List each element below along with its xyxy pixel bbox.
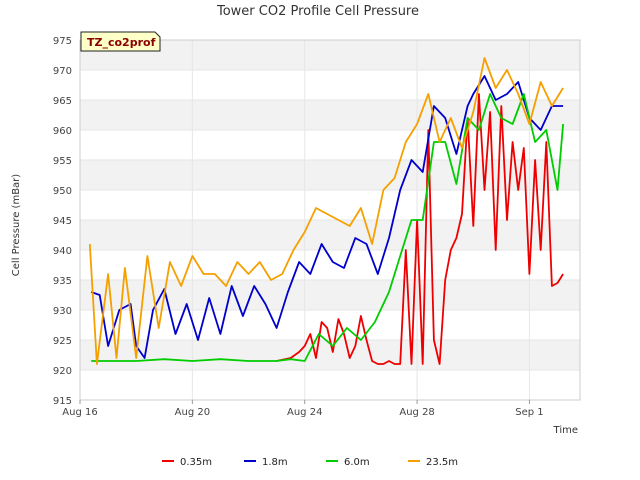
x-tick-label: Aug 28: [399, 407, 434, 418]
x-tick-label: Aug 20: [175, 407, 210, 418]
legend: 0.35m 1.8m 6.0m 23.5m: [162, 457, 458, 468]
y-tick-label: 960: [53, 126, 72, 137]
x-tick-label: Aug 16: [62, 407, 97, 418]
badge-label: TZ_co2prof: [87, 36, 156, 49]
y-tick-label: 950: [53, 186, 72, 197]
badge-box: [80, 31, 161, 52]
y-tick-label: 935: [53, 276, 72, 287]
y-tick-label: 925: [53, 336, 72, 347]
y-tick-label: 940: [53, 246, 72, 257]
y-tick-label: 920: [53, 366, 72, 377]
chart-title: Tower CO2 Profile Cell Pressure: [216, 4, 419, 19]
plot-frame: [79, 39, 581, 401]
legend-label: 23.5m: [426, 457, 458, 468]
y-axis-ticks: 915 920 925 930 935 940 945 950 955 960 965 970 975: [53, 36, 72, 407]
legend-label: 1.8m: [262, 457, 288, 468]
plot-band: [80, 100, 580, 130]
x-axis-title: Time: [553, 425, 578, 436]
y-axis-title: Cell Pressure (mBar): [11, 174, 22, 276]
y-tick-label: 965: [53, 96, 72, 107]
series-line-23.5m: [88, 57, 564, 365]
plot-band: [80, 40, 580, 70]
series-line-0.35m: [276, 93, 564, 365]
plot-band: [80, 130, 580, 160]
plot-band: [80, 340, 580, 370]
y-tick-label: 915: [53, 396, 72, 407]
series-lines: [88, 57, 564, 365]
tower-badge: TZ_co2prof: [80, 31, 161, 52]
plot-band: [80, 220, 580, 250]
series-line-1.8m: [90, 75, 564, 359]
x-tick-label: Sep 1: [515, 407, 543, 418]
plot-band: [80, 160, 580, 190]
x-axis-ticks: Aug 16 Aug 20 Aug 24 Aug 28 Sep 1: [62, 400, 544, 418]
plot-bands: [79, 39, 580, 401]
x-tick-label: Aug 24: [287, 407, 322, 418]
y-tick-label: 945: [53, 216, 72, 227]
series-line-6.0m: [91, 93, 564, 362]
y-tick-label: 930: [53, 306, 72, 317]
y-tick-label: 955: [53, 156, 72, 167]
plot-band: [80, 250, 580, 280]
legend-label: 6.0m: [344, 457, 370, 468]
y-tick-label: 975: [53, 36, 72, 47]
plot-band: [80, 370, 580, 400]
legend-label: 0.35m: [180, 457, 212, 468]
plot-band: [80, 310, 580, 340]
y-tick-label: 970: [53, 66, 72, 77]
